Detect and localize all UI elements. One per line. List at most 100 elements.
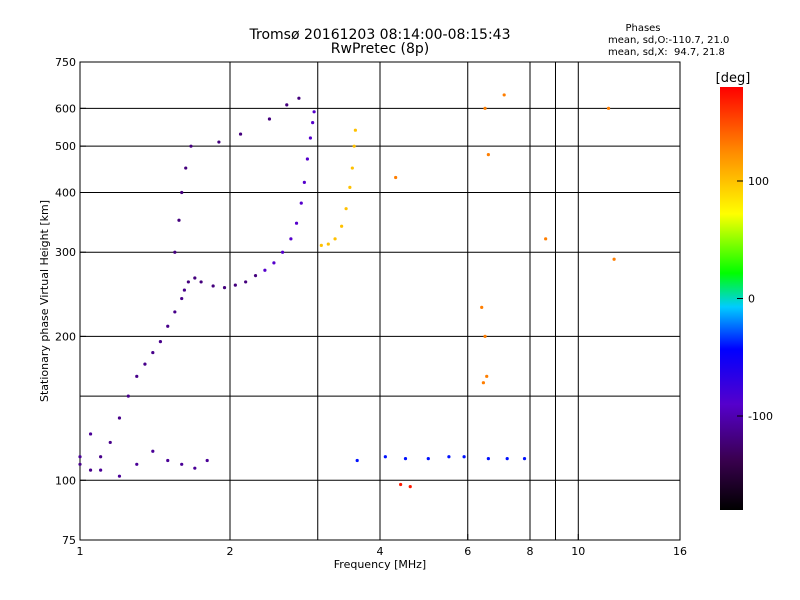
data-point [483,106,487,110]
data-point [233,283,237,287]
data-point [166,324,170,328]
data-point [244,280,248,284]
y-tick-label: 200 [55,330,76,343]
data-point [355,458,359,463]
y-tick-label: 600 [55,102,76,115]
data-point [483,334,487,338]
data-point [180,462,184,466]
phase-stats-x: mean, sd,X: 94.7, 21.8 [608,47,725,58]
phase-stats-o: mean, sd,O:-110.7, 21.0 [608,35,729,46]
data-point [289,237,293,241]
data-point [447,455,451,459]
data-point [522,457,527,461]
data-point [297,96,301,100]
data-point [505,457,509,461]
data-point [211,284,215,288]
data-point [399,482,403,487]
data-point [485,374,489,378]
data-point [158,340,163,344]
data-point [199,280,203,284]
data-point [108,440,112,445]
data-point [502,93,506,97]
data-point [350,166,354,170]
colorbar-tick-label: -100 [748,410,773,423]
data-point [166,458,170,463]
data-point [238,132,243,136]
data-point [353,128,357,132]
chart-title: Tromsø 20161203 08:14:00-08:15:43 [249,27,511,43]
data-point [151,350,155,355]
data-point [333,237,337,241]
data-point [294,221,299,225]
data-point [544,237,548,241]
data-point [426,457,430,461]
data-point [344,207,348,211]
chart-subtitle: RwPretec (8p) [331,41,429,57]
data-point [117,474,122,478]
data-point [606,106,611,110]
data-point [177,218,181,222]
colorbar: [deg] 100 0 -100 [716,71,773,510]
x-axis-label: Frequency [MHz] [334,558,426,571]
data-point [173,250,177,254]
data-point [193,466,197,470]
data-point [612,257,616,261]
data-point [99,455,103,459]
data-point [88,432,93,436]
data-point [135,374,139,378]
colorbar-label: [deg] [716,71,751,86]
x-axis-ticks: 1 2 4 6 8 10 16 [77,534,687,558]
data-point [117,416,122,420]
x-tick-label: 2 [227,545,234,558]
data-point [143,362,147,366]
x-tick-label: 8 [527,545,534,558]
data-point [299,201,303,205]
data-point [352,144,356,148]
data-point [222,285,227,290]
data-point [99,468,103,472]
data-point [486,153,490,157]
data-point [205,458,209,463]
data-point [285,103,289,107]
data-point [180,296,184,301]
x-tick-label: 4 [377,545,384,558]
data-point [78,462,82,466]
data-point [135,462,139,466]
x-tick-label: 16 [673,545,687,558]
data-point [173,310,177,314]
phase-stats-heading: Phases [625,23,660,34]
y-tick-label: 750 [55,56,76,69]
data-point [311,121,315,125]
y-tick-label: 400 [55,186,76,199]
colorbar-gradient [720,87,743,510]
data-point [126,394,130,398]
data-point [217,140,221,144]
data-point [78,455,82,459]
data-point [193,276,197,280]
data-points [78,93,616,489]
data-point [394,175,398,180]
y-tick-label: 100 [55,474,76,487]
x-tick-label: 6 [464,545,471,558]
data-point [280,250,285,254]
data-point [182,288,186,292]
data-point [312,110,316,114]
data-point [302,180,306,184]
x-tick-label: 1 [77,545,84,558]
data-point [383,455,387,459]
y-tick-label: 300 [55,246,76,259]
grid-lines [80,62,680,540]
x-tick-label: 10 [571,545,585,558]
data-point [263,268,267,272]
data-point [267,117,272,121]
data-point [186,280,190,284]
data-point [319,243,323,248]
data-point [462,455,466,459]
data-point [180,190,184,195]
y-axis-label: Stationary phase Virtual Height [km] [38,200,51,402]
data-point [408,485,412,489]
data-point [348,185,352,189]
data-point [480,305,484,309]
data-point [272,261,276,265]
